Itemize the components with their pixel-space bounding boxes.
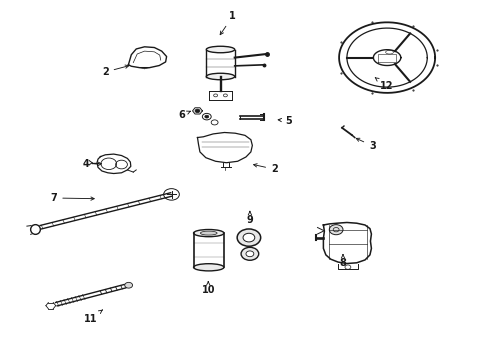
Circle shape — [246, 251, 254, 257]
Circle shape — [125, 282, 133, 288]
Text: 3: 3 — [356, 138, 376, 151]
Ellipse shape — [206, 46, 235, 53]
Ellipse shape — [194, 264, 224, 271]
Circle shape — [243, 233, 255, 242]
Text: 4: 4 — [82, 159, 101, 169]
Text: 11: 11 — [84, 310, 102, 324]
Ellipse shape — [194, 230, 224, 237]
Text: 2: 2 — [254, 164, 278, 174]
Text: 10: 10 — [201, 282, 215, 295]
Text: 6: 6 — [178, 110, 190, 120]
Ellipse shape — [206, 73, 235, 80]
Circle shape — [205, 115, 209, 118]
Ellipse shape — [200, 231, 217, 235]
Text: 2: 2 — [102, 65, 129, 77]
Text: 8: 8 — [340, 255, 346, 268]
Text: 9: 9 — [246, 211, 253, 225]
Circle shape — [329, 225, 343, 235]
Circle shape — [195, 109, 200, 113]
Circle shape — [237, 229, 261, 246]
Text: 1: 1 — [220, 11, 236, 35]
Text: 5: 5 — [278, 116, 293, 126]
Text: 7: 7 — [50, 193, 94, 203]
Text: 12: 12 — [375, 78, 394, 91]
Circle shape — [241, 247, 259, 260]
